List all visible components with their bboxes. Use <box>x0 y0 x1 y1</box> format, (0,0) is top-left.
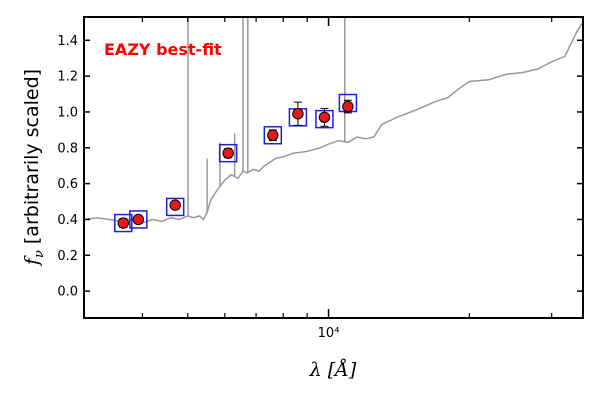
y-tick-label: 1.2 <box>57 70 78 85</box>
y-tick-label: 0.6 <box>57 177 78 192</box>
observed-flux-point <box>292 108 304 120</box>
y-tick-label: 0.4 <box>57 213 78 228</box>
observed-flux-point <box>132 213 145 226</box>
plot-area <box>84 17 583 233</box>
y-axis-label-f: f <box>21 255 43 267</box>
observed-flux-point <box>222 147 234 159</box>
y-tick-labels: 0.0 0.2 0.4 0.6 0.8 1.0 1.2 1.4 <box>57 34 78 300</box>
y-axis-label-nu: ν <box>32 250 47 258</box>
y-axis-label: fν [arbitrarily scaled] <box>21 69 47 267</box>
model-flux-box <box>129 210 148 229</box>
plot-frame <box>83 16 584 319</box>
model-flux-box <box>218 143 238 163</box>
y-tick-label: 0.0 <box>57 285 78 300</box>
x-tick-labels: 10⁴ <box>318 326 340 341</box>
model-flux-box <box>114 213 133 233</box>
x-axis-label: λ [Å] <box>309 359 357 381</box>
model-flux-box <box>165 197 185 217</box>
observed-flux-point <box>169 199 181 211</box>
chart-annotation: EAZY best-fit <box>104 40 222 59</box>
template-spectrum-line <box>84 21 583 224</box>
y-tick-label: 1.0 <box>57 105 78 120</box>
observed-flux-point <box>318 111 331 124</box>
observed-flux-point <box>117 217 129 229</box>
y-axis-label-rest: [arbitrarily scaled] <box>21 69 43 250</box>
model-flux-box <box>263 126 283 145</box>
y-tick-label: 0.2 <box>57 249 78 264</box>
y-tick-label: 0.8 <box>57 141 78 156</box>
x-tick-label: 10⁴ <box>318 326 340 341</box>
observed-flux-point <box>342 100 354 113</box>
plot-background <box>84 17 583 318</box>
observed-flux-point <box>267 129 279 141</box>
y-tick-label: 1.4 <box>57 34 78 49</box>
